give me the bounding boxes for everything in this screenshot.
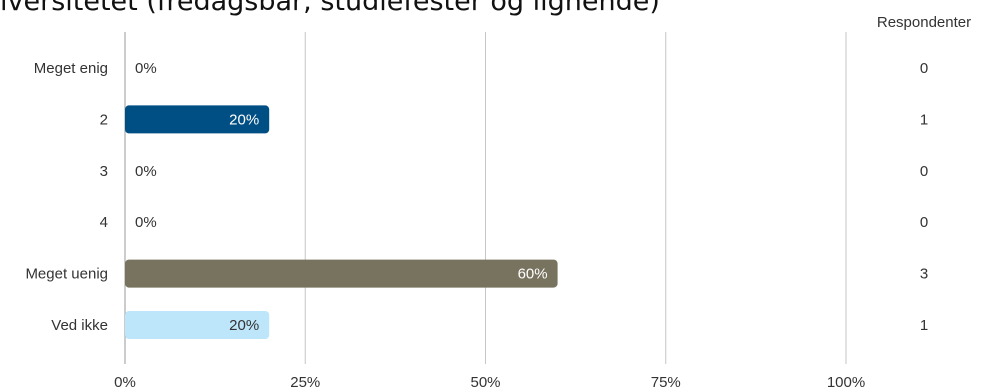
x-tick-label: 25% — [290, 374, 320, 389]
data-label: 60% — [518, 266, 548, 283]
x-tick-label: 0% — [114, 374, 136, 389]
respondent-count: 0 — [920, 214, 928, 231]
category-label: Meget enig — [34, 60, 108, 77]
category-label: 3 — [100, 163, 108, 180]
chart-title: iversitetet (fredagsbar, studiefester og… — [0, 0, 660, 17]
bar — [125, 105, 270, 134]
category-label: Ved ikke — [51, 317, 108, 334]
category-labels: Meget enig 2 3 4 Meget uenig Ved ikke — [25, 60, 108, 334]
respondent-count: 0 — [920, 60, 928, 77]
respondent-count: 3 — [920, 266, 928, 283]
respondents-column: Respondenter 0 1 0 0 3 1 — [877, 14, 971, 334]
respondent-count: 1 — [920, 111, 928, 128]
category-label: 4 — [100, 214, 108, 231]
x-tick-label: 50% — [470, 374, 500, 389]
x-tick-labels: 0% 25% 50% 75% 100% — [114, 374, 865, 389]
x-tick-label: 75% — [651, 374, 681, 389]
respondents-header: Respondenter — [877, 14, 971, 31]
category-label: 2 — [100, 111, 108, 128]
data-label: 20% — [229, 111, 259, 128]
bars — [125, 105, 558, 339]
data-label: 20% — [229, 317, 259, 334]
bar — [125, 259, 558, 288]
grid-lines — [124, 32, 847, 364]
category-label: Meget uenig — [25, 266, 108, 283]
respondent-count: 0 — [920, 163, 928, 180]
data-labels: 0% 20% 0% 0% 60% 20% — [135, 60, 548, 334]
bar — [125, 311, 270, 339]
data-label: 0% — [135, 214, 157, 231]
respondent-count: 1 — [920, 317, 928, 334]
data-label: 0% — [135, 60, 157, 77]
x-tick-label: 100% — [827, 374, 865, 389]
data-label: 0% — [135, 163, 157, 180]
